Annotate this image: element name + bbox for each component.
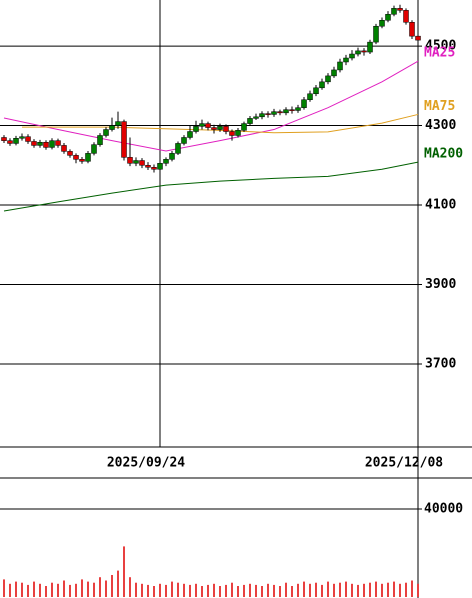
candle-body	[391, 8, 397, 15]
candle-body	[97, 135, 103, 145]
candle-body	[409, 22, 415, 37]
candle-body	[61, 145, 67, 152]
candle-body	[313, 87, 319, 95]
candle-body	[385, 14, 391, 21]
candle-body	[49, 140, 55, 148]
candle-body	[163, 159, 169, 164]
candle-body	[91, 144, 97, 154]
candle-body	[271, 111, 277, 115]
y-tick-label: 40000	[424, 501, 463, 516]
candle-body	[265, 113, 271, 115]
candle-body	[199, 123, 205, 127]
candle-body	[253, 116, 259, 119]
candle-body	[37, 141, 43, 146]
candle-body	[79, 159, 85, 162]
candle-body	[25, 136, 31, 142]
candle-body	[13, 138, 19, 144]
candle-body	[121, 121, 127, 158]
legend-label: MA75	[424, 99, 455, 114]
ma-line	[3, 161, 419, 212]
x-tick-label: 2025/12/08	[365, 456, 443, 471]
candle-body	[223, 126, 229, 132]
candle-body	[259, 113, 265, 118]
candle-body	[367, 41, 373, 53]
candle-body	[289, 109, 295, 111]
candle-body	[31, 141, 37, 146]
candle-body	[193, 126, 199, 132]
candle-body	[415, 35, 421, 41]
y-tick-label: 4300	[425, 118, 456, 133]
candle-body	[211, 127, 217, 130]
candle-body	[115, 121, 121, 126]
candle-body	[85, 153, 91, 162]
candle-body	[349, 53, 355, 59]
candle-body	[157, 163, 163, 170]
candle-body	[235, 130, 241, 136]
candle-body	[379, 20, 385, 27]
ma-line	[3, 60, 419, 152]
candle-body	[151, 167, 157, 170]
candle-body	[343, 57, 349, 63]
candle-body	[139, 160, 145, 166]
candle-body	[277, 111, 283, 114]
x-tick-label: 2025/09/24	[107, 456, 185, 471]
candle-body	[295, 107, 301, 111]
candle-body	[301, 99, 307, 108]
candle-body	[373, 25, 379, 43]
candle-body	[145, 165, 151, 168]
candle-body	[43, 141, 49, 148]
candle-body	[247, 118, 253, 124]
candle-body	[127, 157, 133, 164]
candle-body	[181, 137, 187, 144]
candle-body	[325, 75, 331, 83]
candle-body	[169, 153, 175, 160]
candle-body	[19, 136, 25, 139]
candle-body	[109, 125, 115, 130]
candle-body	[217, 126, 223, 130]
candle-body	[175, 143, 181, 154]
candle-body	[337, 61, 343, 71]
candle-body	[1, 137, 7, 141]
y-tick-label: 4100	[425, 198, 456, 213]
candle-body	[229, 131, 235, 136]
y-tick-label: 3700	[425, 356, 456, 371]
candle-body	[67, 151, 73, 156]
candle-body	[133, 160, 139, 164]
y-tick-label: 4500	[425, 39, 456, 54]
candle-body	[103, 129, 109, 136]
y-tick-label: 3900	[425, 277, 456, 292]
candle-body	[331, 69, 337, 77]
candle-body	[187, 131, 193, 138]
candle-body	[283, 109, 289, 114]
candle-body	[307, 93, 313, 100]
legend-label: MA25	[424, 46, 455, 61]
candle-body	[403, 10, 409, 23]
candle-body	[397, 8, 403, 11]
candle-body	[73, 155, 79, 160]
legend-label: MA200	[424, 147, 463, 162]
candle-body	[55, 140, 61, 146]
candle-body	[7, 140, 13, 144]
candle-body	[319, 81, 325, 89]
candle-body	[241, 123, 247, 131]
candle-body	[361, 50, 367, 53]
candle-body	[355, 50, 361, 55]
candle-body	[205, 123, 211, 128]
